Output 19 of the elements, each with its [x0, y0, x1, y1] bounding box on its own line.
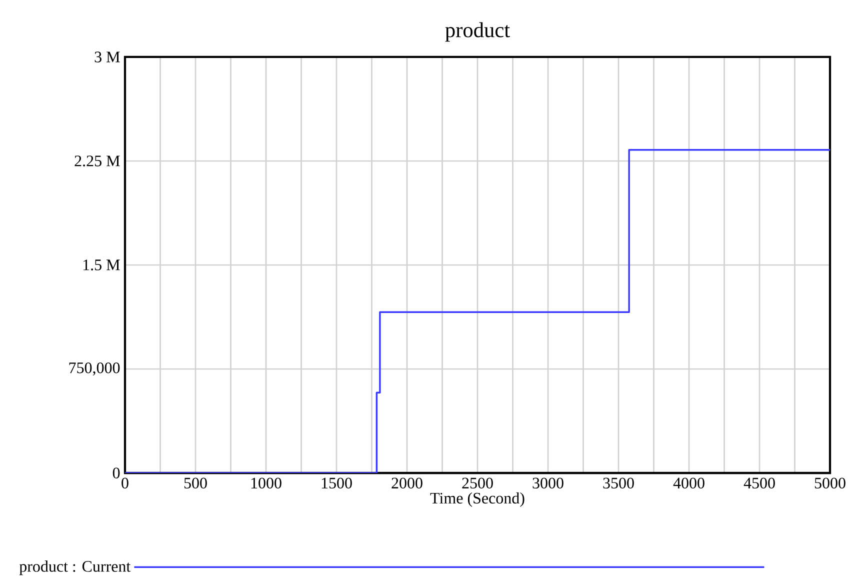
y-tick-label: 0 [112, 468, 120, 478]
x-tick-label: 4500 [744, 478, 775, 488]
x-axis-title: Time (Second) [430, 492, 524, 507]
x-tick-label: 3000 [532, 478, 564, 488]
chart-title: product [445, 22, 510, 42]
x-tick-label: 5000 [814, 478, 846, 488]
x-tick-label: 2500 [462, 478, 493, 488]
y-tick-label: 750,000 [69, 362, 120, 376]
y-tick-label: 3 M [94, 52, 120, 62]
y-tick-label: 1.5 M [83, 260, 120, 270]
x-tick-label: 3500 [603, 478, 634, 488]
x-tick-label: 1000 [251, 478, 282, 488]
x-tick-label: 500 [184, 478, 207, 488]
text: product : Current [19, 560, 131, 576]
x-tick-label: 1500 [322, 478, 352, 488]
x-tick-label: 4000 [673, 478, 704, 488]
x-tick-label: 0 [122, 478, 128, 488]
x-tick-label: 2000 [392, 478, 422, 488]
y-tick-label: 2.25 M [74, 156, 120, 166]
